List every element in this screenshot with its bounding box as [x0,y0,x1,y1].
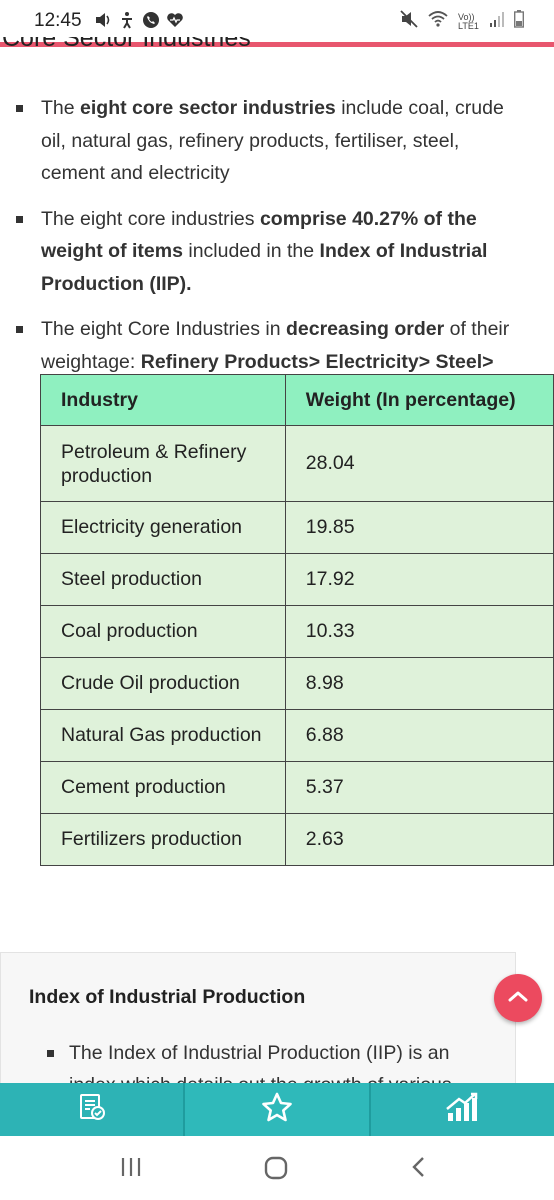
notes-check-icon [77,1092,107,1127]
column-header-industry: Industry [40,374,286,426]
back-icon[interactable] [410,1156,428,1183]
star-icon [261,1091,293,1128]
weight-cell: 10.33 [284,605,554,658]
health-icon [166,11,184,34]
list-item-text: The eight core industries comprise 40.27… [41,208,487,295]
status-left-icons [94,11,184,34]
weight-cell: 5.37 [284,761,554,814]
column-header-weight: Weight (In percentage) [284,374,554,426]
bullet-icon [16,215,23,223]
table-row: Steel production 17.92 [40,553,554,606]
text-segment: The [41,97,81,119]
status-time: 12:45 [34,10,82,31]
industry-cell: Steel production [40,553,286,606]
home-icon[interactable] [264,1156,288,1185]
table-row: Crude Oil production 8.98 [40,657,554,710]
list-item-text: The eight core sector industries include… [41,97,504,184]
table-row: Fertilizers production 2.63 [40,813,554,866]
mute-icon [400,10,418,33]
industry-cell: Petroleum & Refinery production [40,425,286,502]
bold-text-segment: eight core sector industries [80,97,336,119]
tab-notes[interactable] [0,1083,183,1136]
section-title: Core Sector Industries [2,37,251,52]
weight-cell: 6.88 [284,709,554,762]
table-row: Coal production 10.33 [40,605,554,658]
industry-cell: Cement production [40,761,286,814]
volume-icon [94,11,112,34]
scroll-to-top-button[interactable] [494,974,542,1022]
industry-cell: Natural Gas production [40,709,286,762]
list-item: The eight core industries comprise 40.27… [0,203,554,301]
weight-cell: 28.04 [284,425,554,502]
list-item: The eight core sector industries include… [0,92,554,190]
industry-cell: Electricity generation [40,501,286,554]
text-segment: The eight Core Industries in [41,318,286,340]
bottom-app-bar [0,1083,554,1136]
call-icon [142,11,160,34]
tab-progress[interactable] [371,1083,554,1136]
bullet-icon [16,105,23,112]
text-segment: of their weightage: [41,318,510,373]
text-segment: include coal, crude oil, natural gas, re… [41,97,504,184]
accessibility-icon [118,11,136,34]
bullet-icon [47,1050,54,1057]
bold-text-segment: decreasing order [285,318,445,340]
reading-progress-bar [0,42,554,47]
bullet-list: The eight core sector industries include… [0,92,554,424]
table-row: Electricity generation 19.85 [40,501,554,554]
system-nav-bar [0,1136,554,1200]
weight-cell: 17.92 [284,553,554,606]
core-industries-table-wrapper: Industry Weight (In percentage) Petroleu… [40,374,554,866]
table-row: Cement production 5.37 [40,761,554,814]
table-row: Natural Gas production 6.88 [40,709,554,762]
bold-text-segment: comprise 40.27% of the weight of items [41,207,477,263]
industry-cell: Fertilizers production [40,813,286,866]
table-header-row: Industry Weight (In percentage) [40,374,554,426]
battery-icon [513,10,525,33]
wifi-icon [428,10,448,33]
weight-cell: 8.98 [284,657,554,710]
recents-icon[interactable] [120,1156,142,1183]
tab-favourites[interactable] [183,1083,371,1136]
chevron-up-icon [507,989,529,1008]
signal-icon [490,11,504,32]
bullet-icon [16,326,23,333]
growth-chart-icon [445,1091,479,1128]
network-label: Vo)) LTE1 [458,11,479,31]
industry-cell: Crude Oil production [40,657,286,710]
weight-cell: 2.63 [284,813,554,866]
weight-cell: 19.85 [284,501,554,554]
status-right-icons: Vo)) LTE1 [400,10,525,33]
bold-text-segment: Index of Industrial Production (IIP). [41,240,488,295]
industry-cell: Coal production [40,605,286,658]
text-segment: included in the [182,240,320,262]
iip-title: Index of Industrial Production [29,986,306,1008]
table-row: Petroleum & Refinery production 28.04 [40,425,554,502]
status-bar: 12:45 Vo)) LTE1 [0,0,554,42]
core-industries-table: Industry Weight (In percentage) Petroleu… [40,374,554,866]
text-segment: The eight core industries [41,207,260,230]
